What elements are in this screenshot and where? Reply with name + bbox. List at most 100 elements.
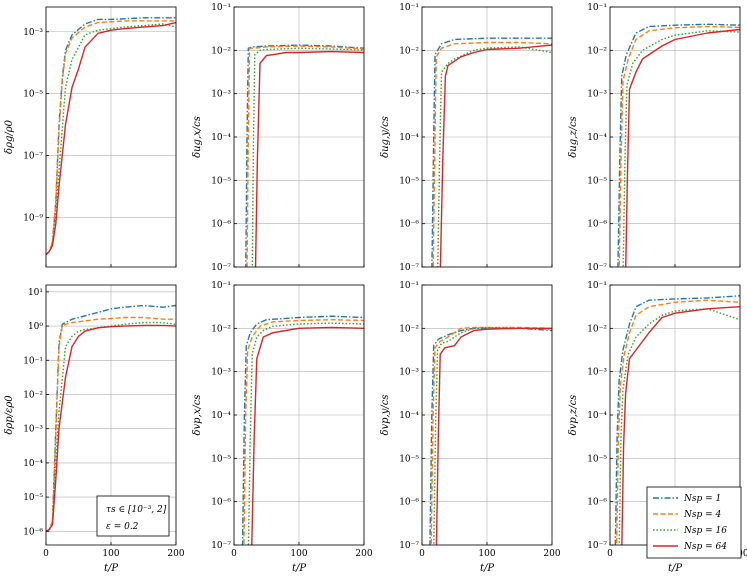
y-tick-label: 10⁻⁷: [399, 541, 419, 551]
series-line-p3-nsp4: [432, 41, 552, 267]
y-tick-label: 10⁻⁷: [587, 263, 607, 273]
series-line-p2-nsp16: [251, 47, 364, 267]
y-tick-label: 10⁻⁴: [587, 133, 607, 143]
panel-p4: 10⁻¹ 10⁻² 10⁻³ 10⁻⁴ 10⁻⁵ 10⁻⁶ 10⁻⁷ δug,z/cs: [568, 3, 741, 273]
series-line-p4-nsp64: [625, 28, 740, 267]
y-tick-label: 10⁻²: [211, 324, 231, 334]
y-tick-label: 10⁻⁵: [211, 176, 231, 186]
y-tick-label: 10⁻⁷: [587, 541, 607, 551]
series-line-p8-nsp64: [621, 306, 740, 545]
y-tick-label: 10⁻⁵: [587, 176, 607, 186]
y-tick-label: 10⁻²: [23, 390, 43, 400]
series-line-p6-nsp4: [243, 319, 364, 545]
y-tick-label: 10⁻⁶: [211, 220, 231, 230]
x-tick-label: 0: [43, 549, 49, 559]
series-line-p2-nsp4: [246, 45, 364, 267]
y-tick-label: 10¹: [28, 288, 43, 298]
y-tick-label: 10⁻²: [587, 324, 607, 334]
x-tick-label: 200: [167, 549, 184, 559]
panel-p3: 10⁻¹ 10⁻² 10⁻³ 10⁻⁴ 10⁻⁵ 10⁻⁶ 10⁻⁷ δug,y/cs: [380, 3, 553, 273]
annotation-line-1: τs ∈ [10⁻³, 2]: [106, 505, 167, 515]
series-line-p8-nsp1: [614, 295, 740, 545]
y-tick-label: 10⁻⁴: [23, 459, 43, 469]
y-tick-label: 10⁻⁵: [23, 90, 43, 100]
series-line-p2-nsp1: [245, 44, 364, 267]
y-tick-label: 10⁻⁷: [399, 263, 419, 273]
series-line-p6-nsp64: [251, 326, 364, 545]
series-line-p3-nsp16: [437, 46, 552, 267]
y-tick-label: 10⁻¹: [23, 356, 43, 366]
y-tick-label: 10⁻⁷: [23, 152, 43, 162]
legend-label-nsp64: Nsp = 64: [683, 542, 727, 552]
x-tick-label: 200: [355, 549, 372, 559]
y-tick-label: 10⁻¹: [211, 281, 231, 291]
y-tick-label: 10⁻¹: [211, 3, 231, 13]
x-tick-label: 100: [478, 549, 495, 559]
y-tick-label: 10⁻⁹: [23, 213, 43, 223]
y-tick-label: 10⁰: [28, 322, 43, 332]
y-tick-label: 10⁻²: [399, 324, 419, 334]
series-line-p4-nsp16: [622, 30, 740, 267]
y-axis-label: δvp,z/cs: [568, 395, 579, 436]
legend-label-nsp4: Nsp = 4: [683, 510, 722, 520]
panel-p2: 10⁻¹ 10⁻² 10⁻³ 10⁻⁴ 10⁻⁵ 10⁻⁶ 10⁻⁷ δug,x/cs: [192, 3, 365, 273]
legend-label-nsp16: Nsp = 16: [683, 526, 727, 536]
x-axis-label: t/P: [480, 563, 494, 574]
y-tick-label: 10⁻⁶: [211, 498, 231, 508]
y-tick-label: 10⁻⁵: [23, 493, 43, 503]
series-line-p5-nsp64: [46, 324, 176, 532]
y-tick-label: 10⁻⁶: [23, 527, 43, 537]
x-axis-label: t/P: [668, 563, 682, 574]
x-tick-label: 0: [231, 549, 237, 559]
y-tick-label: 10⁻²: [211, 46, 231, 56]
y-tick-label: 10⁻²: [399, 46, 419, 56]
panel-p1: 10⁻³ 10⁻⁵ 10⁻⁷ 10⁻⁹ δρg/ρ0: [4, 6, 177, 268]
y-tick-label: 10⁻³: [587, 368, 607, 378]
x-tick-label: 0: [607, 549, 613, 559]
y-tick-label: 10⁻¹: [399, 3, 419, 13]
y-tick-label: 10⁻³: [399, 90, 419, 100]
panel-p6: 10⁻¹ 10⁻² 10⁻³ 10⁻⁴ 10⁻⁵ 10⁻⁶ 10⁻⁷0 100 200 t/P δv…: [192, 281, 373, 574]
legend-label-nsp1: Nsp = 1: [683, 494, 721, 504]
y-axis-label: δvp,x/cs: [192, 395, 203, 436]
y-axis-label: δug,x/cs: [192, 116, 203, 158]
series-line-p7-nsp64: [435, 327, 552, 545]
y-tick-label: 10⁻³: [211, 368, 231, 378]
x-axis-label: t/P: [104, 563, 118, 574]
series-line-p8-nsp4: [615, 299, 740, 545]
x-tick-label: 200: [543, 549, 560, 559]
y-tick-label: 10⁻⁶: [399, 498, 419, 508]
series-line-p7-nsp4: [430, 326, 552, 545]
y-tick-label: 10⁻⁵: [211, 454, 231, 464]
series-line-p1-nsp4: [46, 20, 176, 256]
y-axis-label: δρg/ρ0: [4, 119, 15, 154]
panel-p5: 10¹ 10⁰ 10⁻¹ 10⁻² 10⁻³ 10⁻⁴ 10⁻⁵ 10⁻⁶ 0 100 200 t/P…: [4, 284, 185, 574]
annotation-box: τs ∈ [10⁻³, 2] ε = 0.2: [96, 495, 170, 537]
series-line-p4-nsp1: [617, 23, 740, 267]
series-line-p5-nsp1: [46, 304, 176, 532]
legend: Nsp = 1 Nsp = 4 Nsp = 16 Nsp = 64: [646, 486, 742, 559]
series-line-p5-nsp4: [46, 316, 176, 532]
series-line-p1-nsp1: [46, 17, 176, 256]
y-tick-label: 10⁻³: [587, 90, 607, 100]
y-axis-label: δug,z/cs: [568, 116, 579, 157]
y-tick-label: 10⁻⁷: [211, 541, 231, 551]
y-tick-label: 10⁻⁶: [399, 220, 419, 230]
x-tick-label: 100: [102, 549, 119, 559]
y-tick-label: 10⁻³: [399, 368, 419, 378]
y-tick-label: 10⁻³: [211, 90, 231, 100]
y-tick-label: 10⁻⁴: [587, 411, 607, 421]
series-line-p8-nsp16: [618, 308, 740, 545]
y-axis-label: δρp/ερ0: [4, 395, 15, 435]
x-axis-label: t/P: [292, 563, 306, 574]
y-axis-label: δvp,y/cs: [380, 394, 391, 435]
x-tick-label: 0: [419, 549, 425, 559]
series-line-p6-nsp16: [247, 322, 364, 545]
series-line-p3-nsp64: [439, 44, 552, 267]
series-line-p2-nsp64: [254, 50, 364, 267]
series-line-p4-nsp4: [618, 25, 740, 267]
y-tick-label: 10⁻³: [23, 425, 43, 435]
y-tick-label: 10⁻⁴: [399, 133, 419, 143]
y-tick-label: 10⁻⁵: [399, 176, 419, 186]
y-tick-label: 10⁻²: [587, 46, 607, 56]
